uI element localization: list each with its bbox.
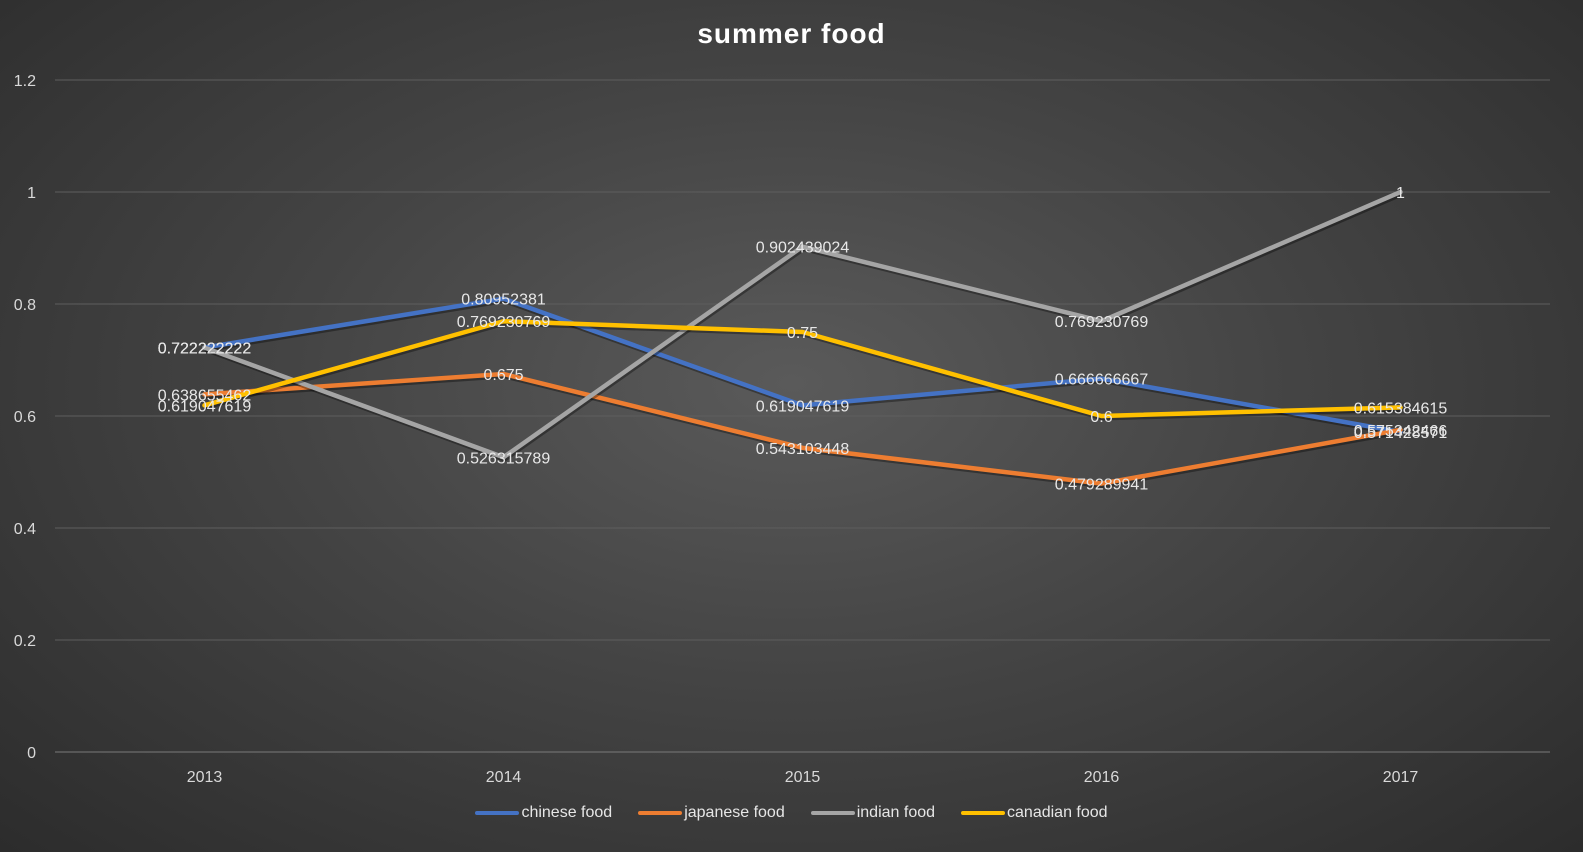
y-tick-label: 1 [27,185,36,202]
series-line [202,189,1403,460]
y-tick-label: 0.6 [14,409,36,426]
data-label: 0.722222222 [158,341,252,358]
legend: chinese food japanese food indian food cana… [0,804,1583,822]
legend-item: indian food [810,804,936,822]
data-label: 1 [1396,185,1405,202]
data-label: 0.638655462 [158,387,252,404]
data-label: 0.80952381 [461,292,546,309]
y-tick-label: 0 [27,745,36,762]
y-tick-label: 1.2 [14,73,36,90]
data-label: 0.769230769 [457,314,551,331]
legend-label: japanese food [684,804,785,821]
data-label: 0.769230769 [1055,314,1149,331]
series-line-shadow [205,373,1402,489]
legend-item: japanese food [638,804,785,822]
series-line [202,318,1403,419]
x-tick-label: 2014 [486,769,522,786]
series-line [202,296,1403,435]
x-tick-label: 2015 [785,769,821,786]
data-label: 0.722222222 [158,341,252,358]
legend-swatch [961,811,1006,815]
data-label: 0.75 [787,325,818,342]
data-label: 0.619047619 [756,398,850,415]
legend-item: canadian food [961,804,1108,822]
data-label: 0.526315789 [457,450,551,467]
chart-title: summer food [697,18,886,49]
legend-label: indian food [856,804,936,821]
data-label: 0.619047619 [158,398,252,415]
x-tick-label: 2016 [1084,769,1120,786]
legend-label: chinese food [521,804,613,821]
data-label: 0.675 [483,367,523,384]
data-label: 0.575342466 [1354,423,1448,440]
legend-swatch [810,811,855,815]
y-tick-label: 0.2 [14,633,36,650]
y-tick-label: 0.4 [14,521,36,538]
y-tick-label: 0.8 [14,297,36,314]
x-tick-label: 2013 [187,769,223,786]
data-label: 0.479289941 [1055,477,1149,494]
x-tick-label: 2017 [1383,769,1419,786]
data-label: 0.543103448 [756,441,850,458]
legend-item: chinese food [475,804,612,822]
data-label: 0.6 [1090,409,1112,426]
legend-swatch [475,811,520,815]
data-label: 0.571428571 [1354,425,1448,442]
data-label: 0.902439024 [756,240,850,257]
data-label: 0.666666667 [1055,372,1149,389]
legend-label: canadian food [1007,804,1108,821]
data-label: 0.615384615 [1354,400,1448,417]
series-line [202,371,1403,486]
legend-swatch [638,811,683,815]
